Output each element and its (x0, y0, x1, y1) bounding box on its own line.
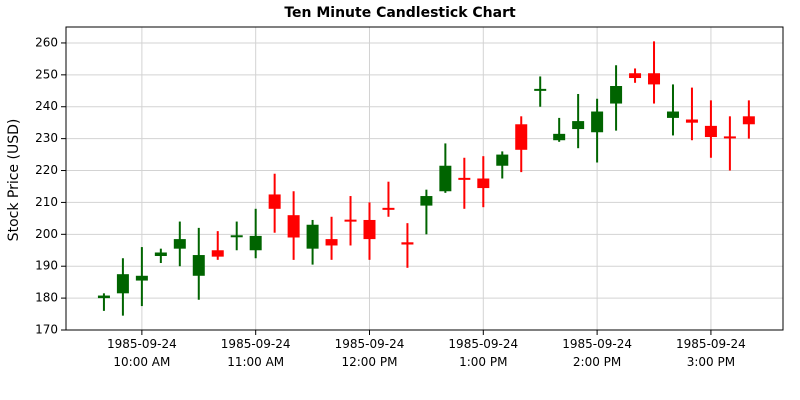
candle-body (97, 295, 110, 299)
candle-body (211, 250, 224, 257)
y-tick-label: 230 (35, 131, 58, 145)
candle-body (439, 165, 452, 192)
x-tick-label: 1985-09-24 11:00 AM (220, 337, 291, 369)
plot-border (65, 26, 784, 331)
y-tick-label: 200 (35, 227, 58, 241)
candle-body (534, 88, 547, 91)
x-tick-label: 1985-09-24 12:00 PM (334, 337, 405, 369)
candle-body (648, 73, 661, 85)
candle-body (591, 111, 604, 133)
y-tick-label: 250 (35, 67, 58, 81)
chart-title: Ten Minute Candlestick Chart (284, 5, 516, 21)
candle-body (629, 73, 642, 79)
candle-body (572, 121, 585, 130)
candle-body (230, 235, 243, 238)
candle-body (458, 177, 471, 180)
candle-body (135, 275, 148, 281)
candle-body (496, 154, 509, 166)
candle-body (742, 116, 755, 125)
candle-body (666, 111, 679, 118)
candle-body (173, 239, 186, 249)
y-tick-label: 220 (35, 163, 58, 177)
candle-body (401, 242, 414, 245)
y-tick-label: 170 (35, 323, 58, 337)
candle-body (515, 124, 528, 150)
candle-body (154, 252, 167, 257)
candle-body (723, 136, 736, 139)
x-tick-label: 1985-09-24 1:00 PM (448, 337, 519, 369)
x-tick-label: 1985-09-24 3:00 PM (676, 337, 746, 369)
candle-body (268, 194, 281, 209)
candle-body (610, 86, 623, 104)
candle-body (192, 255, 205, 276)
y-tick-label: 240 (35, 99, 58, 113)
x-tick-label: 1985-09-24 10:00 AM (106, 337, 177, 369)
candle-body (685, 119, 698, 123)
y-tick-label: 190 (35, 259, 58, 273)
candle-body (553, 133, 566, 141)
x-tick-label: 1985-09-24 2:00 PM (562, 337, 632, 369)
y-axis-label: Stock Price (USD) (6, 119, 22, 242)
candle-body (363, 219, 376, 240)
candle-body (704, 125, 717, 138)
candle-body (306, 224, 319, 249)
candle-body (325, 239, 338, 246)
y-tick-label: 180 (35, 291, 58, 305)
candle-body (344, 219, 357, 222)
candle-body (477, 178, 490, 189)
candle-body (420, 196, 433, 206)
candle-body (287, 215, 300, 238)
candle-body (382, 207, 395, 210)
candle-body (116, 274, 129, 294)
candle-body (249, 235, 262, 251)
y-tick-label: 260 (35, 35, 58, 49)
y-tick-label: 210 (35, 195, 58, 209)
